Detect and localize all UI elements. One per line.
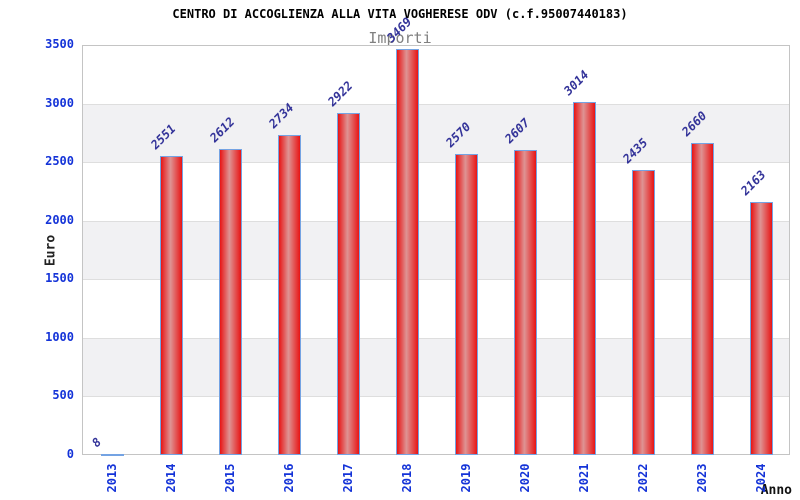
bar: [632, 169, 655, 455]
bar: [455, 153, 478, 455]
y-tick-label: 2000: [45, 212, 74, 227]
y-tick-label: 500: [52, 388, 74, 403]
bar: [278, 134, 301, 455]
bar-value-label: 3014: [561, 67, 592, 98]
bar: [514, 149, 537, 455]
gridline: [83, 103, 789, 105]
x-tick-label: 2016: [281, 463, 296, 493]
y-tick-label: 1500: [45, 271, 74, 286]
x-tick-label: 2013: [104, 463, 119, 493]
plot-band: [83, 104, 789, 164]
x-tick-label: 2018: [399, 463, 414, 493]
x-tick-label: 2022: [635, 463, 650, 493]
bar: [691, 143, 714, 455]
y-tick-label: 1000: [45, 329, 74, 344]
y-tick-label: 0: [66, 447, 74, 461]
y-tick-label: 2500: [45, 154, 74, 169]
x-tick-label: 2024: [753, 463, 768, 493]
bar: [219, 149, 242, 455]
x-tick-label: 2019: [458, 463, 473, 493]
gridline: [83, 220, 789, 222]
chart-subtitle: Importi: [368, 29, 432, 47]
plot-band: [83, 221, 789, 281]
bar: [396, 48, 419, 455]
gridline: [83, 162, 789, 164]
gridline: [83, 396, 789, 398]
plot-band: [83, 338, 789, 398]
x-tick-label: 2020: [517, 463, 532, 493]
bar: [337, 112, 360, 455]
bar-value-label: 8: [89, 434, 105, 450]
x-tick-label: 2021: [576, 463, 591, 493]
bar: [160, 156, 183, 455]
gridline: [83, 279, 789, 281]
x-tick-label: 2014: [163, 463, 178, 493]
x-tick-label: 2023: [694, 463, 709, 493]
y-tick-label: 3000: [45, 95, 74, 110]
bar: [750, 201, 773, 455]
bar: [101, 454, 124, 456]
gridline: [83, 337, 789, 339]
bar: [573, 101, 596, 455]
y-axis-title: Euro: [43, 234, 59, 267]
bar-value-label: 2163: [738, 167, 769, 198]
y-tick-label: 3500: [45, 37, 74, 51]
x-tick-label: 2015: [222, 463, 237, 493]
x-tick-label: 2017: [340, 463, 355, 493]
chart-title: CENTRO DI ACCOGLIENZA ALLA VITA VOGHERES…: [172, 7, 628, 21]
plot-area: 8 2551 2612 2734 2922 3469 2570 2607 3014 2435 266…: [82, 14, 790, 456]
x-axis-title: Anno: [760, 483, 792, 498]
